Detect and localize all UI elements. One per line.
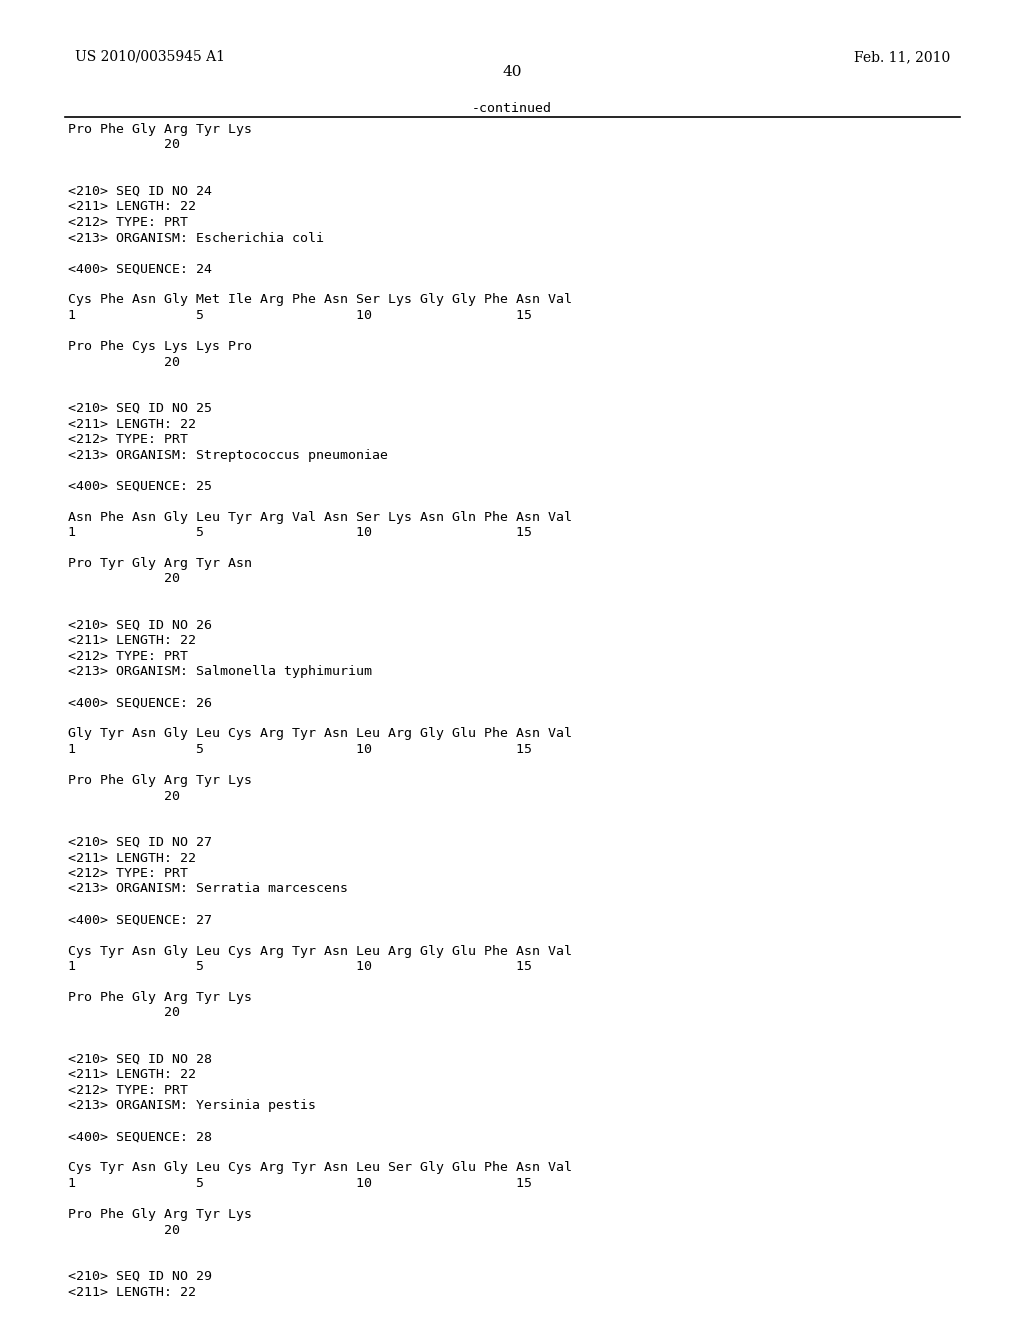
Text: <400> SEQUENCE: 26: <400> SEQUENCE: 26 [68, 697, 212, 710]
Text: <210> SEQ ID NO 26: <210> SEQ ID NO 26 [68, 619, 212, 632]
Text: <400> SEQUENCE: 24: <400> SEQUENCE: 24 [68, 263, 212, 276]
Text: 20: 20 [68, 355, 180, 368]
Text: <212> TYPE: PRT: <212> TYPE: PRT [68, 1084, 188, 1097]
Text: 20: 20 [68, 1006, 180, 1019]
Text: US 2010/0035945 A1: US 2010/0035945 A1 [75, 50, 225, 63]
Text: 1               5                   10                  15: 1 5 10 15 [68, 309, 532, 322]
Text: Pro Phe Gly Arg Tyr Lys: Pro Phe Gly Arg Tyr Lys [68, 123, 252, 136]
Text: <213> ORGANISM: Salmonella typhimurium: <213> ORGANISM: Salmonella typhimurium [68, 665, 372, 678]
Text: Pro Phe Gly Arg Tyr Lys: Pro Phe Gly Arg Tyr Lys [68, 1208, 252, 1221]
Text: <212> TYPE: PRT: <212> TYPE: PRT [68, 433, 188, 446]
Text: Pro Tyr Gly Arg Tyr Asn: Pro Tyr Gly Arg Tyr Asn [68, 557, 252, 570]
Text: <212> TYPE: PRT: <212> TYPE: PRT [68, 649, 188, 663]
Text: 20: 20 [68, 789, 180, 803]
Text: <211> LENGTH: 22: <211> LENGTH: 22 [68, 851, 196, 865]
Text: Cys Tyr Asn Gly Leu Cys Arg Tyr Asn Leu Ser Gly Glu Phe Asn Val: Cys Tyr Asn Gly Leu Cys Arg Tyr Asn Leu … [68, 1162, 572, 1175]
Text: <210> SEQ ID NO 28: <210> SEQ ID NO 28 [68, 1053, 212, 1067]
Text: 1               5                   10                  15: 1 5 10 15 [68, 960, 532, 973]
Text: <212> TYPE: PRT: <212> TYPE: PRT [68, 867, 188, 880]
Text: Pro Phe Gly Arg Tyr Lys: Pro Phe Gly Arg Tyr Lys [68, 774, 252, 787]
Text: <210> SEQ ID NO 27: <210> SEQ ID NO 27 [68, 836, 212, 849]
Text: 40: 40 [502, 65, 522, 79]
Text: 20: 20 [68, 1224, 180, 1237]
Text: <400> SEQUENCE: 28: <400> SEQUENCE: 28 [68, 1130, 212, 1143]
Text: 1               5                   10                  15: 1 5 10 15 [68, 1177, 532, 1191]
Text: Asn Phe Asn Gly Leu Tyr Arg Val Asn Ser Lys Asn Gln Phe Asn Val: Asn Phe Asn Gly Leu Tyr Arg Val Asn Ser … [68, 511, 572, 524]
Text: <400> SEQUENCE: 27: <400> SEQUENCE: 27 [68, 913, 212, 927]
Text: Cys Phe Asn Gly Met Ile Arg Phe Asn Ser Lys Gly Gly Phe Asn Val: Cys Phe Asn Gly Met Ile Arg Phe Asn Ser … [68, 293, 572, 306]
Text: 20: 20 [68, 139, 180, 152]
Text: <212> TYPE: PRT: <212> TYPE: PRT [68, 216, 188, 228]
Text: <213> ORGANISM: Streptococcus pneumoniae: <213> ORGANISM: Streptococcus pneumoniae [68, 449, 388, 462]
Text: 1               5                   10                  15: 1 5 10 15 [68, 743, 532, 756]
Text: Cys Tyr Asn Gly Leu Cys Arg Tyr Asn Leu Arg Gly Glu Phe Asn Val: Cys Tyr Asn Gly Leu Cys Arg Tyr Asn Leu … [68, 945, 572, 957]
Text: 1               5                   10                  15: 1 5 10 15 [68, 525, 532, 539]
Text: <210> SEQ ID NO 29: <210> SEQ ID NO 29 [68, 1270, 212, 1283]
Text: <400> SEQUENCE: 25: <400> SEQUENCE: 25 [68, 479, 212, 492]
Text: <211> LENGTH: 22: <211> LENGTH: 22 [68, 417, 196, 430]
Text: <213> ORGANISM: Escherichia coli: <213> ORGANISM: Escherichia coli [68, 231, 324, 244]
Text: <213> ORGANISM: Yersinia pestis: <213> ORGANISM: Yersinia pestis [68, 1100, 316, 1113]
Text: <210> SEQ ID NO 25: <210> SEQ ID NO 25 [68, 403, 212, 414]
Text: <211> LENGTH: 22: <211> LENGTH: 22 [68, 635, 196, 648]
Text: Feb. 11, 2010: Feb. 11, 2010 [854, 50, 950, 63]
Text: <211> LENGTH: 22: <211> LENGTH: 22 [68, 201, 196, 214]
Text: Gly Tyr Asn Gly Leu Cys Arg Tyr Asn Leu Arg Gly Glu Phe Asn Val: Gly Tyr Asn Gly Leu Cys Arg Tyr Asn Leu … [68, 727, 572, 741]
Text: <213> ORGANISM: Serratia marcescens: <213> ORGANISM: Serratia marcescens [68, 883, 348, 895]
Text: <211> LENGTH: 22: <211> LENGTH: 22 [68, 1068, 196, 1081]
Text: Pro Phe Gly Arg Tyr Lys: Pro Phe Gly Arg Tyr Lys [68, 991, 252, 1005]
Text: 20: 20 [68, 573, 180, 586]
Text: <211> LENGTH: 22: <211> LENGTH: 22 [68, 1286, 196, 1299]
Text: -continued: -continued [472, 102, 552, 115]
Text: <210> SEQ ID NO 24: <210> SEQ ID NO 24 [68, 185, 212, 198]
Text: Pro Phe Cys Lys Lys Pro: Pro Phe Cys Lys Lys Pro [68, 341, 252, 352]
